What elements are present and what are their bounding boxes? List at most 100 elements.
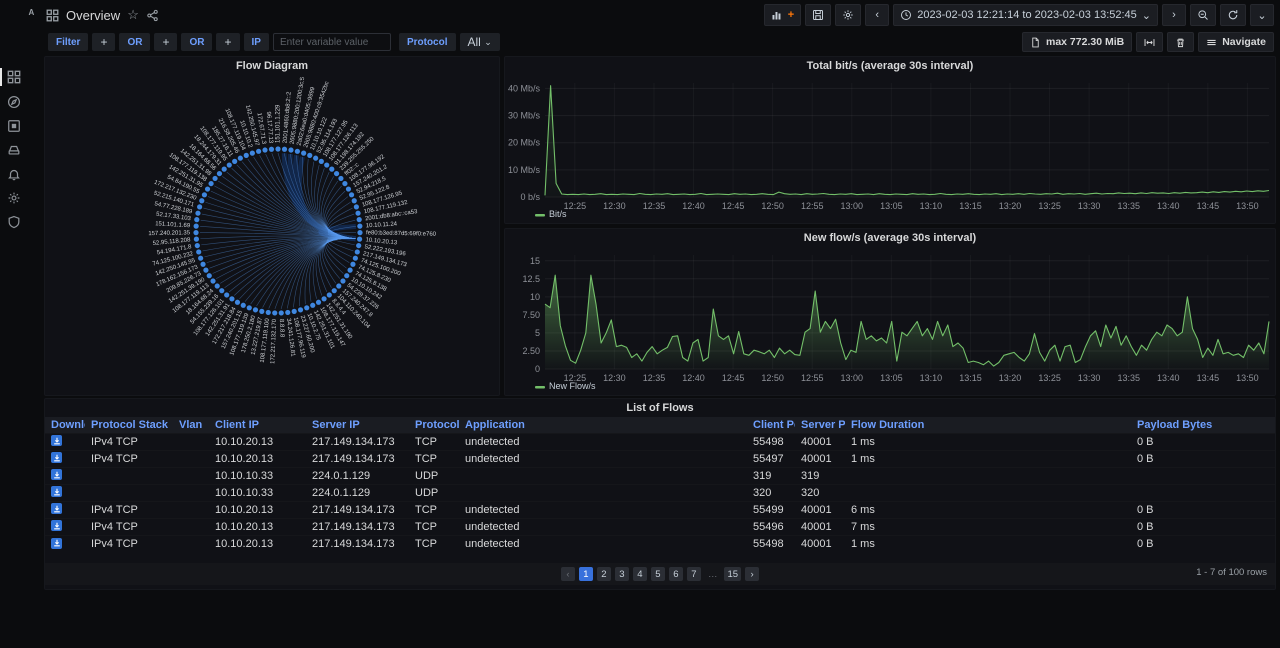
refresh-interval-dropdown[interactable]: ⌄: [1250, 4, 1274, 26]
new-flows-chart[interactable]: New flow/s (average 30s interval) 0 2.50 5 7…: [505, 229, 1275, 395]
pagination-page-button[interactable]: 3: [614, 567, 629, 581]
flow-node[interactable]: [224, 292, 230, 298]
trash-button[interactable]: [1167, 32, 1195, 52]
flow-node[interactable]: [313, 155, 319, 161]
table-row[interactable]: IPv4 TCP 10.10.20.13 217.149.134.173 TCP und…: [45, 534, 1275, 552]
download-icon[interactable]: [51, 520, 62, 532]
pagination-page-button[interactable]: 1: [578, 567, 593, 581]
flow-node[interactable]: [342, 180, 348, 187]
flow-node[interactable]: [291, 308, 297, 314]
flow-node[interactable]: [198, 255, 204, 261]
time-range-picker[interactable]: 2023-02-03 12:21:14 to 2023-02-03 13:52:…: [893, 4, 1158, 26]
flow-node[interactable]: [193, 230, 199, 236]
flow-chord-diagram[interactable]: 151.101.1.229 2001:4860:db8:2::22605:9880…: [45, 75, 499, 393]
share-icon[interactable]: [146, 9, 159, 22]
table-row[interactable]: IPv4 TCP 10.10.20.13 217.149.134.173 TCP und…: [45, 517, 1275, 535]
sidebar-item-explore[interactable]: [0, 91, 28, 113]
sidebar-item-storage[interactable]: [0, 139, 28, 161]
flow-node[interactable]: [210, 278, 216, 284]
fit-width-button[interactable]: [1136, 32, 1164, 52]
panel-title[interactable]: List of Flows: [626, 402, 694, 414]
table-row[interactable]: 10.10.10.33 224.0.1.129 UDP 320 320: [45, 483, 1275, 501]
flow-node[interactable]: [356, 217, 362, 223]
flow-node[interactable]: [243, 152, 249, 158]
flow-node[interactable]: [331, 288, 337, 294]
flow-node[interactable]: [285, 309, 291, 316]
flow-node[interactable]: [249, 150, 255, 156]
flow-node[interactable]: [324, 162, 330, 168]
flow-node[interactable]: [301, 150, 307, 156]
filter-variable-button[interactable]: Filter: [48, 33, 89, 51]
download-icon[interactable]: [51, 435, 62, 447]
flow-node[interactable]: [304, 305, 310, 311]
star-icon[interactable]: ☆: [127, 7, 139, 22]
pagination-prev-button[interactable]: ‹: [560, 567, 575, 581]
download-icon[interactable]: [51, 503, 62, 515]
flow-node[interactable]: [226, 162, 232, 168]
flow-node[interactable]: [199, 198, 205, 204]
time-shift-back-button[interactable]: ‹: [865, 4, 890, 26]
flow-node[interactable]: [351, 198, 357, 204]
flow-node[interactable]: [193, 236, 200, 242]
flow-node[interactable]: [262, 147, 268, 153]
flow-node[interactable]: [347, 267, 353, 273]
flow-node[interactable]: [201, 192, 208, 198]
flow-node[interactable]: [315, 299, 322, 305]
flow-node[interactable]: [357, 223, 363, 229]
flow-node[interactable]: [208, 180, 214, 187]
column-header[interactable]: Client IP: [209, 417, 306, 433]
flow-node[interactable]: [354, 249, 360, 255]
flow-node[interactable]: [195, 210, 201, 216]
column-header[interactable]: Server Port: [795, 417, 845, 433]
pagination-page-button[interactable]: 5: [650, 567, 665, 581]
column-header[interactable]: Server IP: [306, 417, 409, 433]
flow-node[interactable]: [344, 273, 350, 279]
download-icon[interactable]: [51, 537, 62, 549]
flow-node[interactable]: [214, 283, 220, 289]
download-icon[interactable]: [51, 486, 62, 498]
flow-node[interactable]: [333, 170, 340, 177]
flow-node[interactable]: [268, 146, 275, 152]
flow-node[interactable]: [237, 155, 243, 161]
flow-node[interactable]: [246, 305, 252, 311]
flow-node[interactable]: [272, 310, 278, 316]
table-row[interactable]: 10.10.10.33 224.0.1.129 UDP 319 319: [45, 466, 1275, 484]
pagination-page-button[interactable]: 15: [724, 567, 742, 581]
dashboard-settings-button[interactable]: [835, 4, 862, 26]
flow-node[interactable]: [294, 148, 300, 154]
pagination-page-button[interactable]: 7: [686, 567, 701, 581]
flow-node[interactable]: [338, 175, 344, 182]
table-row[interactable]: IPv4 TCP 10.10.20.13 217.149.134.173 TCP und…: [45, 500, 1275, 518]
flow-node[interactable]: [212, 175, 218, 182]
flow-node[interactable]: [196, 249, 202, 255]
column-header[interactable]: Vlan: [173, 417, 209, 433]
max-bytes-button[interactable]: max 772.30 MiB: [1022, 32, 1133, 52]
flow-node[interactable]: [329, 166, 335, 172]
flow-node[interactable]: [281, 146, 288, 152]
add-or-button-1[interactable]: +: [154, 33, 178, 51]
flow-node[interactable]: [348, 192, 355, 198]
flow-node[interactable]: [194, 242, 200, 249]
sidebar-item-dashboards[interactable]: [0, 66, 28, 88]
flow-node[interactable]: [336, 283, 342, 289]
flow-node[interactable]: [229, 296, 235, 302]
or-variable-button-2[interactable]: OR: [181, 33, 213, 51]
flow-node[interactable]: [203, 267, 209, 273]
navigate-button[interactable]: Navigate: [1198, 32, 1274, 52]
add-or-button-2[interactable]: +: [216, 33, 240, 51]
add-filter-button[interactable]: +: [92, 33, 116, 51]
flow-node[interactable]: [252, 307, 259, 313]
flow-node[interactable]: [221, 166, 227, 172]
download-icon[interactable]: [51, 452, 62, 464]
legend-label[interactable]: New Flow/s: [549, 381, 596, 391]
add-panel-button[interactable]: +: [763, 4, 802, 26]
total-bits-chart[interactable]: Total bit/s (average 30s interval) 0 b/s 1…: [505, 57, 1275, 223]
flow-node[interactable]: [321, 296, 327, 302]
pagination-page-button[interactable]: 6: [668, 567, 683, 581]
flow-node[interactable]: [352, 255, 358, 261]
panel-title[interactable]: Flow Diagram: [235, 60, 309, 72]
flow-node[interactable]: [193, 223, 199, 229]
column-header[interactable]: Payload Bytes: [1131, 417, 1275, 433]
flow-node[interactable]: [219, 288, 225, 294]
legend-label[interactable]: Bit/s: [549, 209, 567, 219]
